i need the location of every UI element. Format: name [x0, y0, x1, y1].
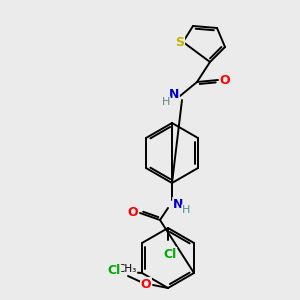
Text: Cl: Cl: [107, 265, 121, 278]
Text: N: N: [169, 88, 179, 101]
Text: O: O: [128, 206, 138, 220]
Text: O: O: [141, 278, 151, 290]
Text: CH₃: CH₃: [117, 264, 136, 274]
Text: S: S: [176, 37, 184, 50]
Text: N: N: [173, 197, 183, 211]
Text: O: O: [220, 74, 230, 86]
Text: H: H: [182, 205, 190, 215]
Text: Cl: Cl: [164, 248, 177, 260]
Text: H: H: [162, 97, 170, 107]
